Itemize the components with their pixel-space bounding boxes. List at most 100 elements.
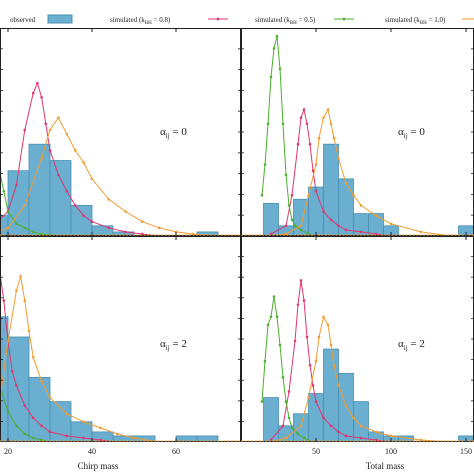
series-point-sim05 (287, 416, 291, 420)
series-point-sim10 (332, 136, 336, 140)
series-point-sim10 (314, 163, 318, 166)
series-point-sim05 (281, 376, 285, 379)
series-point-sim10 (48, 128, 52, 132)
series-point-sim05 (275, 34, 279, 38)
x-tick-label: 60 (172, 447, 180, 456)
series-point-sim08 (44, 122, 48, 126)
annotation-bottom-right: αij = 2 (398, 338, 425, 352)
annotation-top-left: αij = 0 (160, 126, 187, 140)
series-point-sim10 (299, 424, 303, 428)
series-point-sim10 (352, 416, 355, 420)
legend-sim05-marker (342, 17, 346, 21)
series-point-sim10 (82, 161, 85, 164)
series-point-sim10 (317, 335, 321, 339)
observed-bar (323, 348, 339, 442)
series-point-sim05 (284, 173, 288, 177)
series-point-sim05 (260, 193, 264, 197)
series-point-sim10 (6, 339, 10, 343)
observed-bar (28, 143, 51, 236)
series-point-sim08 (308, 142, 312, 146)
series-point-sim08 (15, 183, 18, 187)
series-line-sim10 (270, 315, 452, 442)
series-point-sim10 (73, 149, 77, 152)
series-point-sim08 (293, 339, 297, 343)
series-point-sim10 (307, 193, 310, 197)
series-point-sim08 (311, 169, 315, 173)
series-point-sim10 (389, 222, 393, 226)
observed-bar (70, 204, 93, 236)
series-point-sim10 (99, 426, 102, 430)
series-point-sim10 (27, 329, 31, 333)
series-point-sim10 (284, 436, 288, 440)
series-point-sim10 (90, 177, 94, 181)
legend-observed-swatch (47, 14, 73, 24)
series-point-sim10 (82, 420, 85, 424)
series-line-sim05 (261, 296, 314, 442)
legend-sim08-marker (216, 17, 220, 21)
series-point-sim10 (15, 289, 18, 292)
series-point-sim10 (374, 430, 378, 434)
plot-area-bottom-right (260, 279, 474, 442)
series-point-sim08 (124, 230, 127, 234)
series-point-sim08 (322, 416, 325, 420)
series-point-sim08 (73, 204, 77, 207)
observed-bar (196, 435, 219, 442)
series-point-sim10 (359, 204, 363, 207)
series-point-sim10 (174, 230, 178, 234)
x-tick-label: 40 (88, 447, 96, 456)
series-point-sim10 (107, 197, 111, 201)
series-point-sim08 (359, 436, 363, 440)
series-point-sim08 (337, 430, 340, 434)
series-line-sim08 (270, 280, 392, 442)
series-point-sim08 (65, 189, 69, 193)
series-point-sim08 (15, 384, 18, 387)
panel-top-left (0, 28, 241, 236)
series-point-sim08 (359, 230, 363, 234)
legend-observed-label: observed (10, 16, 36, 24)
series-point-sim10 (337, 157, 340, 160)
series-point-sim10 (19, 275, 22, 278)
series-point-sim08 (23, 404, 27, 407)
series-point-sim05 (278, 343, 282, 347)
series-point-sim05 (269, 75, 273, 79)
series-point-sim05 (31, 436, 35, 440)
series-point-sim10 (132, 436, 136, 440)
legend-sim08-label: simulated (kBH = 0.8) (110, 16, 171, 26)
series-point-sim05 (272, 295, 276, 298)
series-point-sim10 (65, 132, 69, 136)
series-point-sim10 (322, 315, 325, 319)
x-tick-label: 100 (385, 447, 397, 456)
observed-bar (323, 143, 339, 236)
series-point-sim08 (337, 224, 340, 228)
series-point-sim10 (307, 396, 310, 399)
series-point-sim05 (15, 222, 18, 226)
x-axis-label: Total mass (366, 461, 405, 471)
series-point-sim05 (23, 432, 27, 436)
series-point-sim08 (10, 370, 14, 373)
series-point-sim08 (322, 210, 325, 213)
observed-bar (49, 160, 72, 236)
series-point-sim05 (275, 315, 279, 319)
series-point-sim05 (2, 189, 6, 193)
series-point-sim08 (305, 335, 309, 339)
observed-bar (0, 316, 9, 442)
annotation-top: αij = 0 (398, 126, 425, 140)
series-point-sim05 (299, 228, 303, 232)
series-point-sim05 (287, 204, 291, 207)
series-point-sim10 (141, 220, 144, 224)
series-point-sim10 (31, 355, 35, 359)
series-point-sim05 (272, 47, 276, 50)
series-point-sim08 (40, 95, 43, 99)
series-point-sim05 (260, 400, 264, 403)
series-point-sim05 (269, 315, 273, 319)
series-point-sim05 (23, 226, 27, 230)
series-point-sim05 (284, 400, 288, 403)
series-point-sim10 (115, 432, 119, 436)
observed-bar (263, 397, 279, 442)
series-point-sim08 (90, 220, 94, 224)
series-point-sim08 (299, 279, 303, 282)
series-point-sim10 (329, 122, 333, 126)
observed-bar (368, 213, 384, 236)
series-point-sim08 (314, 189, 318, 193)
series-point-sim05 (278, 67, 282, 71)
